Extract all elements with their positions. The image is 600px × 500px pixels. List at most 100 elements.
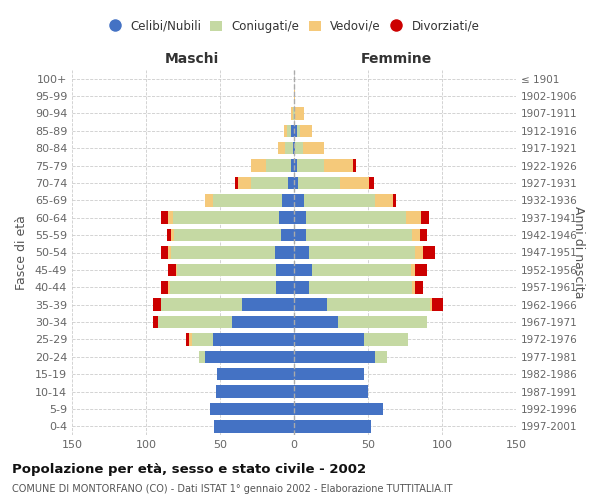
Bar [291, 124, 294, 137]
Bar [293, 142, 294, 154]
Bar [294, 264, 312, 276]
Bar [161, 246, 168, 259]
Bar [415, 264, 427, 276]
Bar [306, 212, 406, 224]
Bar [276, 264, 294, 276]
Y-axis label: Anni di nascita: Anni di nascita [572, 206, 584, 298]
Bar [284, 124, 287, 137]
Bar [158, 316, 232, 328]
Bar [209, 402, 294, 415]
Bar [275, 246, 294, 259]
Text: Maschi: Maschi [165, 52, 219, 66]
Bar [300, 124, 312, 137]
Bar [174, 229, 281, 241]
Bar [294, 350, 376, 363]
Bar [154, 316, 158, 328]
Bar [176, 264, 177, 276]
Y-axis label: Fasce di età: Fasce di età [15, 215, 28, 290]
Bar [340, 176, 370, 189]
Bar [294, 160, 297, 172]
Bar [294, 107, 295, 120]
Bar [294, 316, 338, 328]
Bar [238, 176, 251, 189]
Bar [161, 298, 242, 311]
Bar [412, 281, 415, 293]
Bar [411, 264, 415, 276]
Bar [326, 298, 430, 311]
Bar [309, 281, 412, 293]
Bar [235, 176, 238, 189]
Bar [199, 350, 205, 363]
Bar [251, 176, 288, 189]
Bar [285, 142, 293, 154]
Bar [294, 246, 309, 259]
Bar [294, 142, 295, 154]
Text: COMUNE DI MONTORFANO (CO) - Dati ISTAT 1° gennaio 2002 - Elaborazione TUTTITALIA: COMUNE DI MONTORFANO (CO) - Dati ISTAT 1… [12, 484, 452, 494]
Bar [294, 333, 364, 345]
Bar [353, 160, 356, 172]
Bar [338, 316, 427, 328]
Bar [297, 160, 323, 172]
Bar [304, 194, 376, 206]
Bar [276, 281, 294, 293]
Bar [294, 420, 371, 432]
Bar [282, 194, 294, 206]
Bar [291, 107, 293, 120]
Bar [278, 142, 285, 154]
Bar [177, 264, 276, 276]
Bar [170, 281, 276, 293]
Bar [406, 212, 421, 224]
Bar [167, 229, 171, 241]
Bar [168, 246, 171, 259]
Bar [420, 229, 427, 241]
Bar [415, 281, 423, 293]
Bar [232, 316, 294, 328]
Bar [393, 194, 396, 206]
Bar [154, 298, 161, 311]
Bar [294, 402, 383, 415]
Bar [294, 212, 306, 224]
Bar [186, 333, 189, 345]
Bar [294, 90, 295, 102]
Bar [288, 176, 294, 189]
Bar [306, 229, 412, 241]
Bar [192, 333, 212, 345]
Bar [431, 298, 443, 311]
Bar [171, 246, 275, 259]
Text: Popolazione per età, sesso e stato civile - 2002: Popolazione per età, sesso e stato civil… [12, 462, 366, 475]
Bar [364, 333, 408, 345]
Bar [242, 298, 294, 311]
Bar [168, 281, 170, 293]
Bar [173, 212, 279, 224]
Bar [423, 246, 434, 259]
Bar [214, 420, 294, 432]
Bar [294, 281, 309, 293]
Bar [376, 350, 387, 363]
Bar [323, 160, 353, 172]
Bar [281, 229, 294, 241]
Bar [161, 281, 168, 293]
Bar [189, 333, 192, 345]
Bar [294, 386, 368, 398]
Bar [215, 386, 294, 398]
Bar [294, 176, 298, 189]
Bar [295, 107, 304, 120]
Bar [421, 212, 428, 224]
Bar [161, 212, 168, 224]
Bar [212, 333, 294, 345]
Bar [295, 142, 303, 154]
Bar [376, 194, 393, 206]
Bar [279, 212, 294, 224]
Bar [168, 212, 173, 224]
Bar [370, 176, 374, 189]
Bar [251, 160, 266, 172]
Bar [168, 264, 176, 276]
Bar [298, 176, 340, 189]
Bar [205, 194, 212, 206]
Bar [294, 368, 364, 380]
Bar [217, 368, 294, 380]
Text: Femmine: Femmine [361, 52, 432, 66]
Bar [294, 194, 304, 206]
Bar [309, 246, 415, 259]
Bar [297, 124, 300, 137]
